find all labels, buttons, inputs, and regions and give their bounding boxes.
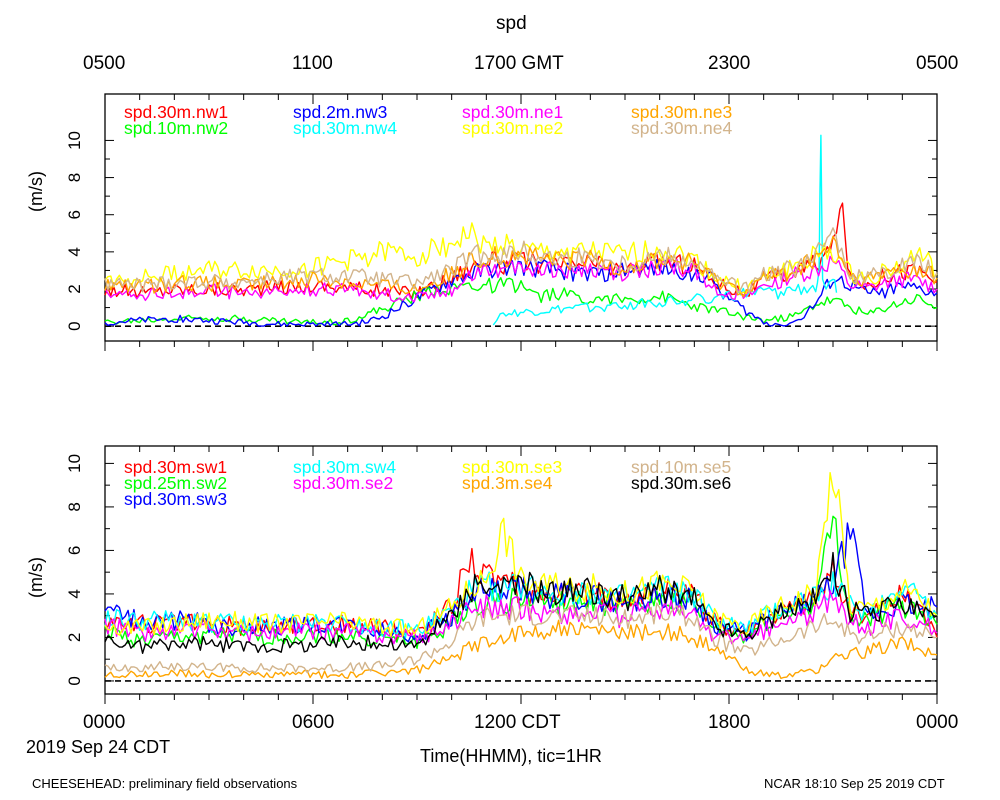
y-tick-label: 10 [65, 131, 84, 150]
series-line-spd.10m.nw2 [104, 277, 938, 326]
legend-item: spd.10m.nw2 [124, 118, 229, 138]
series-line-spd.2m.nw3 [104, 258, 938, 327]
y-tick-label: 10 [65, 454, 84, 473]
date-label: 2019 Sep 24 CDT [26, 737, 171, 757]
series-line-spd.30m.se6 [104, 551, 938, 654]
y-tick-label: 8 [65, 173, 84, 182]
cdt-tick-label: 1800 [708, 712, 751, 733]
cdt-tick-label: 0000 [83, 712, 126, 733]
y-tick-label: 8 [65, 502, 84, 511]
y-tick-label: 6 [65, 210, 84, 219]
legend-item: spd.30m.ne3 [631, 102, 733, 122]
y-tick-label: 2 [65, 633, 84, 642]
series-line-spd.3m.se4 [104, 619, 938, 680]
footer-right-note: NCAR 18:10 Sep 25 2019 CDT [764, 776, 945, 791]
legend-item: spd.30m.nw4 [293, 118, 398, 138]
y-tick-label: 0 [65, 676, 84, 685]
gmt-tick-label: 1700 GMT [474, 53, 564, 74]
top-ylabel: (m/s) [26, 171, 46, 212]
series-line-spd.30m.ne1 [104, 255, 938, 303]
legend-item: spd.10m.se5 [631, 457, 732, 477]
x-axis-label: Time(HHMM), tic=1HR [420, 746, 602, 766]
gmt-tick-label: 2300 [708, 53, 751, 74]
legend-item: spd.30m.se2 [293, 473, 394, 493]
legend-item: spd.30m.ne1 [462, 102, 564, 122]
footer-left-note: CHEESEHEAD: preliminary field observatio… [32, 776, 298, 791]
legend-item: spd.30m.ne2 [462, 118, 564, 138]
legend-item: spd.2m.nw3 [293, 102, 388, 122]
legend-item: spd.30m.se3 [462, 457, 563, 477]
series-line-spd.30m.ne4 [104, 227, 938, 294]
y-tick-label: 4 [65, 247, 84, 256]
chart-title: spd [496, 13, 527, 34]
series-line-spd.30m.se3 [104, 472, 938, 638]
legend-item: spd.30m.sw1 [124, 457, 228, 477]
cdt-tick-label: 0600 [292, 712, 335, 733]
series-line-spd.30m.nw4 [492, 134, 838, 326]
legend-item: spd.30m.sw4 [293, 457, 397, 477]
cdt-tick-label: 1200 CDT [474, 712, 561, 733]
gmt-tick-label: 0500 [916, 53, 959, 74]
gmt-tick-label: 1100 [292, 53, 333, 74]
y-tick-label: 4 [65, 589, 84, 598]
bottom-ylabel: (m/s) [26, 557, 46, 598]
y-tick-label: 0 [65, 321, 84, 330]
cdt-tick-label: 0000 [916, 712, 959, 733]
gmt-tick-label: 0500 [83, 53, 126, 74]
legend-item: spd.30m.ne4 [631, 118, 733, 138]
legend-item: spd.25m.sw2 [124, 473, 228, 493]
series-line-spd.30m.se2 [104, 589, 938, 645]
y-tick-label: 6 [65, 546, 84, 555]
y-tick-label: 2 [65, 284, 84, 293]
legend-item: spd.3m.se4 [462, 473, 553, 493]
legend-item: spd.30m.nw1 [124, 102, 229, 122]
series-line-spd.10m.se5 [104, 602, 938, 674]
legend-item: spd.30m.se6 [631, 473, 732, 493]
legend-item: spd.30m.sw3 [124, 489, 228, 509]
